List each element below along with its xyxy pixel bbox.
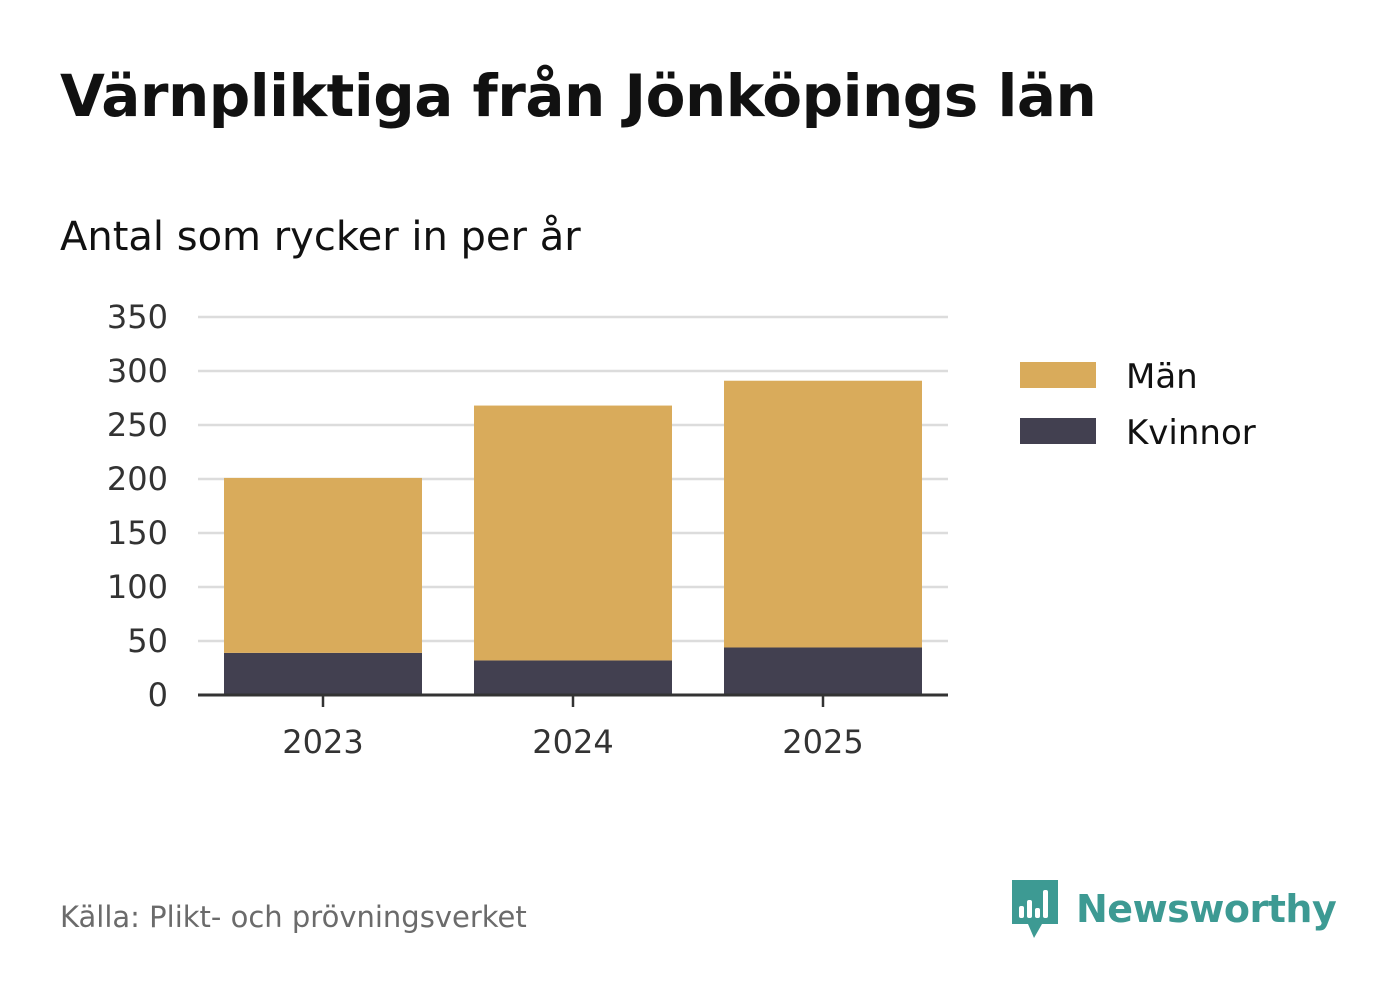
brand-logo[interactable]: Newsworthy	[1010, 878, 1337, 940]
y-tick-label: 200	[107, 460, 168, 498]
chart-title: Värnpliktiga från Jönköpings län	[60, 62, 1097, 130]
y-tick-label: 100	[107, 568, 168, 606]
legend-swatch-m-n	[1020, 362, 1096, 388]
bar-kvinnor-2024	[474, 660, 672, 695]
y-tick-label: 50	[127, 622, 168, 660]
y-tick-label: 350	[107, 298, 168, 336]
legend: Män Kvinnor	[1020, 357, 1256, 453]
x-tick-label: 2023	[282, 723, 363, 761]
legend-label: Kvinnor	[1126, 413, 1256, 453]
brand-name: Newsworthy	[1076, 887, 1337, 931]
y-tick-label: 150	[107, 514, 168, 552]
legend-swatch-kvinnor	[1020, 418, 1096, 444]
axes: 0 50 100 150 200 250 300 350 2023 2024 2025	[107, 298, 948, 761]
newsworthy-logo-icon	[1012, 880, 1058, 938]
source-note: Källa: Plikt- och prövningsverket	[60, 900, 527, 934]
bars	[224, 380, 922, 695]
bar-kvinnor-2025	[724, 647, 922, 695]
x-tick-label: 2025	[782, 723, 863, 761]
legend-label: Män	[1126, 357, 1198, 397]
bar-m-n-2023	[224, 477, 422, 653]
chart-subtitle: Antal som rycker in per år	[60, 214, 581, 260]
y-tick-label: 250	[107, 406, 168, 444]
bar-m-n-2024	[474, 405, 672, 661]
x-tick-label: 2024	[532, 723, 613, 761]
y-tick-label: 0	[148, 676, 168, 714]
bar-m-n-2025	[724, 380, 922, 648]
bar-kvinnor-2023	[224, 652, 422, 695]
y-tick-label: 300	[107, 352, 168, 390]
